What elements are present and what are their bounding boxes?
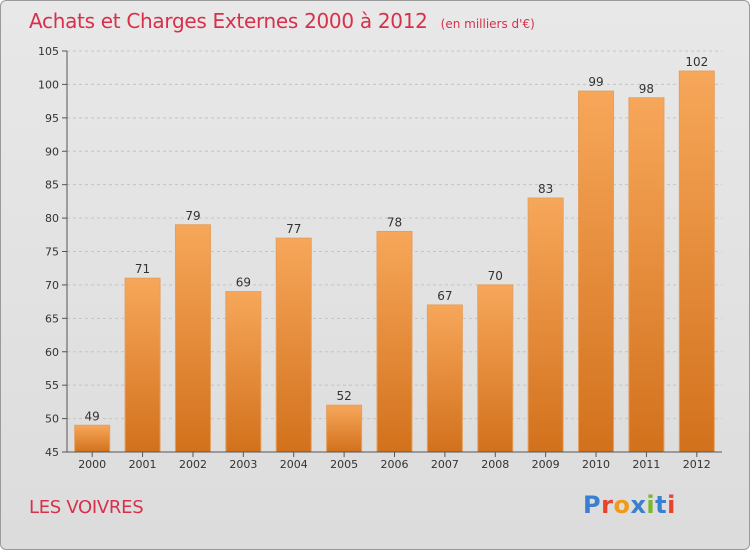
logo-letter: t bbox=[655, 491, 668, 519]
chart-title: Achats et Charges Externes 2000 à 2012 bbox=[29, 9, 428, 33]
bar-value-label: 71 bbox=[135, 262, 150, 276]
bar-2007[interactable] bbox=[426, 304, 463, 453]
x-tick-label: 2006 bbox=[381, 458, 409, 471]
y-tick-label: 60 bbox=[45, 346, 59, 359]
logo-letter: x bbox=[630, 491, 647, 519]
logo-letter: i bbox=[667, 491, 676, 519]
y-tick-label: 45 bbox=[45, 446, 59, 459]
x-tick-label: 2003 bbox=[229, 458, 257, 471]
logo-letter: r bbox=[601, 491, 614, 519]
x-tick-label: 2000 bbox=[78, 458, 106, 471]
bar-value-label: 67 bbox=[437, 289, 452, 303]
y-tick-label: 90 bbox=[45, 145, 59, 158]
bars: 49 71 79 69 77 52 78 67 70 83 99 98 102 bbox=[74, 55, 715, 453]
y-tick-label: 105 bbox=[38, 45, 59, 58]
commune-name: LES VOIVRES bbox=[29, 497, 144, 518]
x-tick-label: 2002 bbox=[179, 458, 207, 471]
bar-value-label: 102 bbox=[685, 55, 708, 69]
bar-2011[interactable] bbox=[628, 97, 665, 453]
title-row: Achats et Charges Externes 2000 à 2012 (… bbox=[29, 9, 535, 33]
x-tick-label: 2004 bbox=[280, 458, 308, 471]
bar-2002[interactable] bbox=[174, 224, 211, 453]
bar-2005[interactable] bbox=[326, 404, 363, 453]
x-tick-label: 2011 bbox=[632, 458, 660, 471]
x-tick-label: 2001 bbox=[129, 458, 157, 471]
bar-2008[interactable] bbox=[477, 284, 514, 453]
x-tick-label: 2005 bbox=[330, 458, 358, 471]
y-tick-label: 85 bbox=[45, 179, 59, 192]
y-tick-label: 50 bbox=[45, 413, 59, 426]
bar-value-label: 70 bbox=[488, 269, 503, 283]
logo-letter: i bbox=[646, 491, 656, 519]
chart-unit: (en milliers d'€) bbox=[440, 17, 535, 31]
bar-value-label: 77 bbox=[286, 222, 301, 236]
x-axis: 2000 2001 2002 2003 2004 2005 2006 2007 2008 2009… bbox=[67, 451, 722, 471]
bar-value-label: 83 bbox=[538, 182, 553, 196]
y-tick-label: 70 bbox=[45, 279, 59, 292]
proxiti-logo[interactable]: Proxiti bbox=[583, 491, 676, 519]
x-tick-label: 2008 bbox=[481, 458, 509, 471]
y-axis: 45 50 55 60 65 70 75 80 85 90 95 100 105 bbox=[38, 45, 68, 459]
logo-letter: P bbox=[583, 491, 602, 519]
y-tick-label: 80 bbox=[45, 212, 59, 225]
x-tick-label: 2007 bbox=[431, 458, 459, 471]
bar-2009[interactable] bbox=[527, 197, 564, 453]
bar-value-label: 78 bbox=[387, 215, 402, 229]
y-tick-label: 100 bbox=[38, 78, 59, 91]
bar-value-label: 69 bbox=[236, 276, 251, 290]
bar-2004[interactable] bbox=[275, 237, 312, 453]
x-tick-label: 2010 bbox=[582, 458, 610, 471]
bar-value-label: 52 bbox=[336, 389, 351, 403]
bar-value-label: 99 bbox=[588, 75, 603, 89]
bar-2003[interactable] bbox=[225, 291, 262, 453]
x-tick-label: 2012 bbox=[683, 458, 711, 471]
y-tick-label: 55 bbox=[45, 379, 59, 392]
bar-2006[interactable] bbox=[376, 230, 413, 453]
bar-2001[interactable] bbox=[124, 277, 161, 453]
bar-value-label: 79 bbox=[185, 209, 200, 223]
y-tick-label: 95 bbox=[45, 112, 59, 125]
bar-value-label: 49 bbox=[85, 409, 100, 423]
y-tick-label: 75 bbox=[45, 246, 59, 259]
bar-2000[interactable] bbox=[74, 424, 111, 453]
bar-value-label: 98 bbox=[639, 82, 654, 96]
logo-letter: o bbox=[613, 491, 631, 519]
y-tick-label: 65 bbox=[45, 312, 59, 325]
bar-2010[interactable] bbox=[578, 90, 615, 453]
bar-2012[interactable] bbox=[678, 70, 715, 453]
x-tick-label: 2009 bbox=[532, 458, 560, 471]
